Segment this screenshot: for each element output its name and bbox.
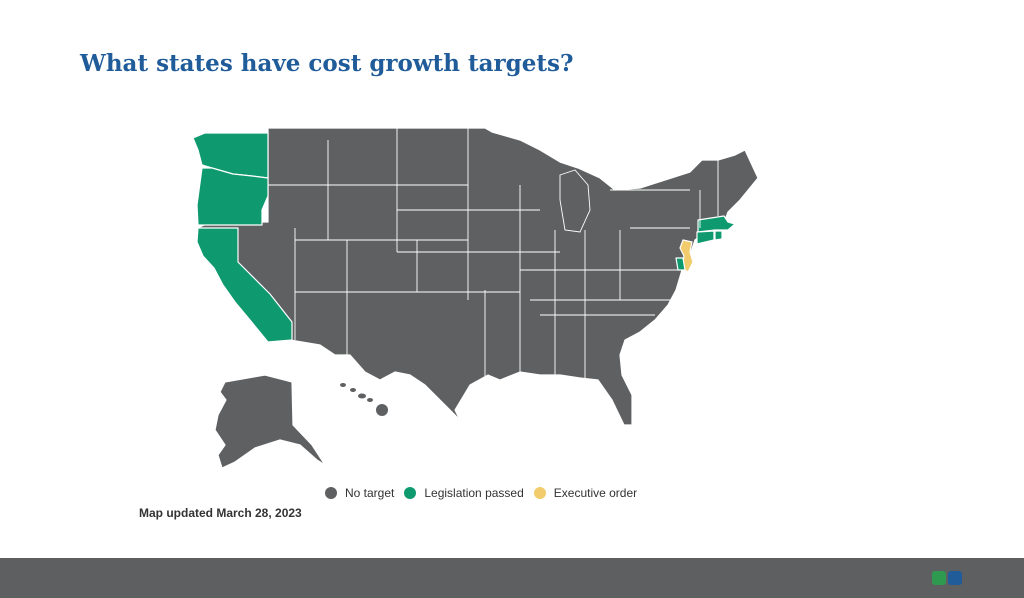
state-delaware xyxy=(675,257,686,271)
legend-label: No target xyxy=(345,486,395,500)
no-target-swatch-icon xyxy=(325,487,337,499)
state-california xyxy=(196,227,293,343)
map-updated-note: Map updated March 28, 2023 xyxy=(139,506,302,520)
legislation-swatch-icon xyxy=(404,487,417,499)
program-logo xyxy=(932,570,1002,586)
logo-leaf-icon xyxy=(932,571,946,585)
page-title: What states have cost growth targets? xyxy=(80,50,574,77)
state-borders xyxy=(237,128,719,380)
map-legend: No target Legislation passed Executive o… xyxy=(325,486,647,500)
state-rhode-island xyxy=(714,230,723,241)
logo-globe-icon xyxy=(948,571,962,585)
state-alaska xyxy=(214,374,326,469)
legend-item-no-target: No target xyxy=(325,486,394,500)
footer-bar xyxy=(0,558,1024,598)
legend-item-executive-order: Executive order xyxy=(533,486,638,500)
legend-label: Legislation passed xyxy=(424,486,524,500)
state-hawaii xyxy=(340,383,388,416)
legend-label: Executive order xyxy=(553,486,638,500)
executive-order-swatch-icon xyxy=(533,487,546,499)
legend-item-legislation-passed: Legislation passed xyxy=(404,486,524,500)
state-connecticut xyxy=(696,230,715,245)
state-oregon xyxy=(196,167,269,226)
